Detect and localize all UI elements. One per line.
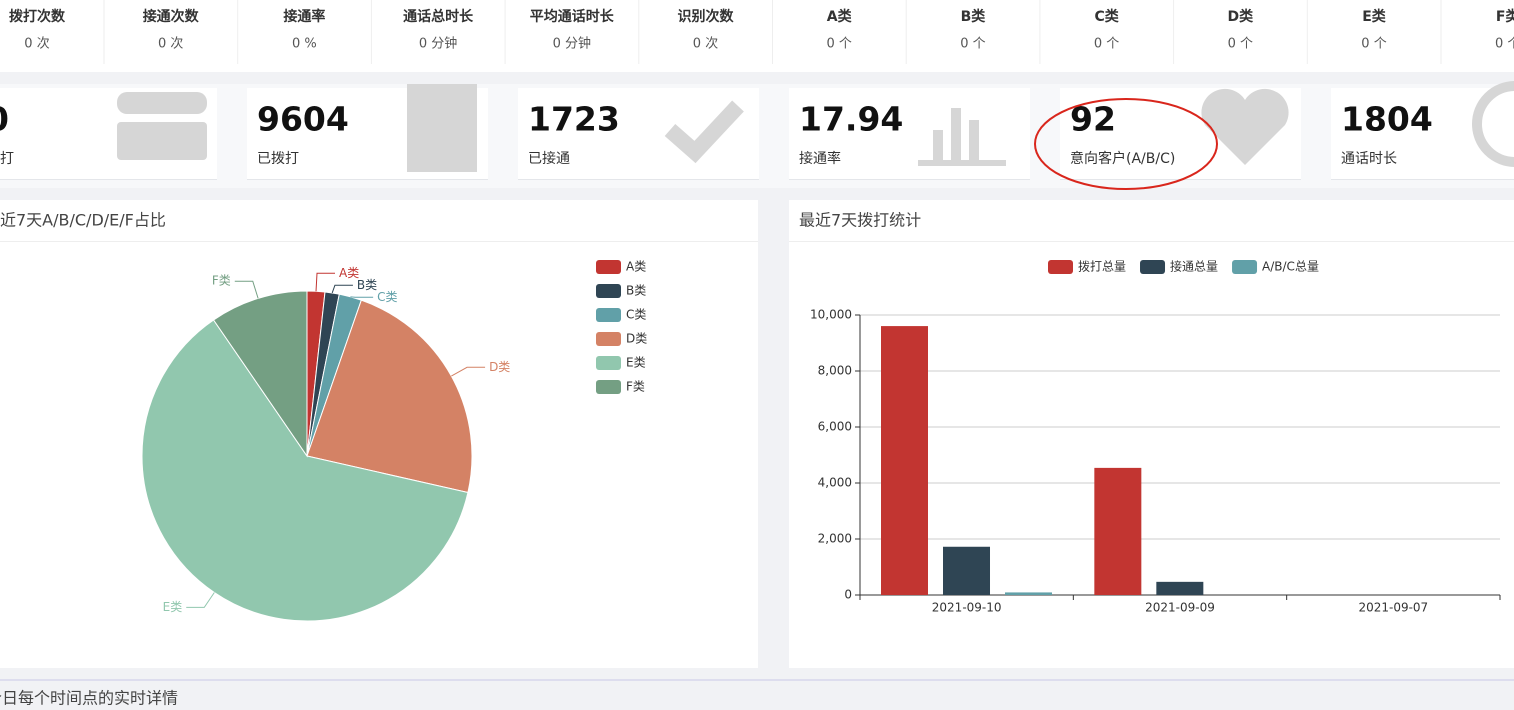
bar xyxy=(1094,467,1142,595)
pie-label-line xyxy=(234,280,259,299)
icon-clock xyxy=(1472,81,1514,167)
legend-label: A/B/C总量 xyxy=(1262,260,1319,274)
stat-value: 0 个 xyxy=(960,37,985,52)
panel-title: 最近7天A/B/C/D/E/F占比 xyxy=(0,211,166,230)
pie-label: C类 xyxy=(377,290,397,304)
pie-label: D类 xyxy=(489,360,510,374)
pie-slice xyxy=(306,299,473,494)
stat-value: 0 次 xyxy=(24,36,49,52)
legend-label: B类 xyxy=(626,284,646,298)
stat-value: 0 个 xyxy=(1094,37,1119,52)
pie-label: B类 xyxy=(357,278,377,292)
stat-label: A类 xyxy=(827,8,853,25)
pie-label-line xyxy=(331,284,353,294)
stat-label: 平均通话时长 xyxy=(530,8,615,25)
stat-value: 0 个 xyxy=(826,37,851,52)
stat-value: 0 次 xyxy=(693,36,718,52)
legend-swatch xyxy=(596,308,621,322)
y-tick-label: 4,000 xyxy=(818,476,852,490)
legend-swatch xyxy=(596,284,621,298)
pie-label-line xyxy=(186,592,215,608)
y-tick-label: 2,000 xyxy=(818,532,852,546)
icon-heart xyxy=(1201,88,1289,165)
legend-swatch xyxy=(1048,260,1073,274)
stat-label: E类 xyxy=(1362,8,1387,25)
icon-bars xyxy=(969,120,979,160)
legend-label: D类 xyxy=(626,332,647,346)
pie-slice xyxy=(212,290,308,458)
x-tick-label: 2021-09-09 xyxy=(1145,601,1215,615)
stats-bar xyxy=(0,0,1514,72)
stat-label: 通话总时长 xyxy=(403,8,474,25)
icon-bars xyxy=(933,130,943,160)
icon-building xyxy=(407,84,477,172)
icon-bars xyxy=(918,160,1006,166)
stat-label: D类 xyxy=(1227,8,1254,25)
stat-value: 0 分钟 xyxy=(419,36,457,52)
stat-value: 0 分钟 xyxy=(553,36,591,52)
icon-phone xyxy=(117,122,207,160)
legend-swatch xyxy=(1232,260,1258,274)
stat-label: 拨打次数 xyxy=(9,8,66,25)
highlight-circle xyxy=(1034,98,1218,190)
pie-label: F类 xyxy=(212,274,231,288)
legend-swatch xyxy=(596,332,621,346)
pie-label: A类 xyxy=(339,266,359,280)
stat-label: C类 xyxy=(1094,8,1119,25)
card-label: 已拨打 xyxy=(257,150,299,167)
stat-value: 0 次 xyxy=(158,36,183,52)
stat-label: F类 xyxy=(1496,8,1514,25)
x-tick-label: 2021-09-07 xyxy=(1358,601,1428,615)
card-value: 17.94 xyxy=(799,100,903,139)
card-label: 接通率 xyxy=(799,150,841,167)
stat-label: 识别次数 xyxy=(678,8,735,25)
bar xyxy=(943,546,991,595)
icon-bars xyxy=(951,108,961,160)
legend-swatch xyxy=(596,356,621,370)
card-label: 已接通 xyxy=(528,150,570,167)
stat-value: 0 个 xyxy=(1228,37,1253,52)
legend-label: 拨打总量 xyxy=(1078,260,1126,274)
legend-label: 接通总量 xyxy=(1170,259,1218,274)
legend-label: E类 xyxy=(626,356,646,370)
icons xyxy=(117,81,1514,172)
card-label: 意向客户(A/B/C) xyxy=(1070,150,1175,167)
y-tick-label: 8,000 xyxy=(818,364,852,378)
pie-label: E类 xyxy=(163,600,183,614)
pie-label-line xyxy=(451,366,486,377)
y-tick-label: 10,000 xyxy=(810,308,852,322)
y-tick-label: 6,000 xyxy=(818,420,852,434)
card-label: 通话时长 xyxy=(1341,151,1397,167)
card-label: 拨打 xyxy=(0,150,14,167)
bar xyxy=(1005,592,1053,595)
icon-phone xyxy=(117,92,207,114)
card-value: 0 xyxy=(0,100,9,139)
x-tick-label: 2021-09-10 xyxy=(932,601,1002,615)
y-tick-label: 0 xyxy=(844,588,852,602)
stat-label: 接通率 xyxy=(283,8,325,25)
legend-label: A类 xyxy=(626,260,646,274)
section-title: 今日每个时间点的实时详情 xyxy=(0,689,178,708)
card-value: 1804 xyxy=(1341,100,1433,139)
stat-value: 0 个 xyxy=(1361,37,1386,52)
legend-swatch xyxy=(596,260,621,274)
stat-label: 接通次数 xyxy=(143,8,200,25)
bar xyxy=(1156,581,1204,595)
legend-label: C类 xyxy=(626,308,646,322)
legend-label: F类 xyxy=(626,380,645,394)
icon-check xyxy=(664,100,744,164)
card-value: 1723 xyxy=(528,100,620,139)
stat-label: B类 xyxy=(961,8,987,25)
stat-value: 0 % xyxy=(292,37,317,52)
bar xyxy=(881,326,929,595)
legend-swatch xyxy=(596,380,621,394)
panel-title: 最近7天拨打统计 xyxy=(799,211,921,230)
card-value: 9604 xyxy=(257,100,349,139)
pie-label-line xyxy=(315,272,336,292)
legend-swatch xyxy=(1140,260,1166,274)
stat-value: 0 个 xyxy=(1495,37,1514,52)
